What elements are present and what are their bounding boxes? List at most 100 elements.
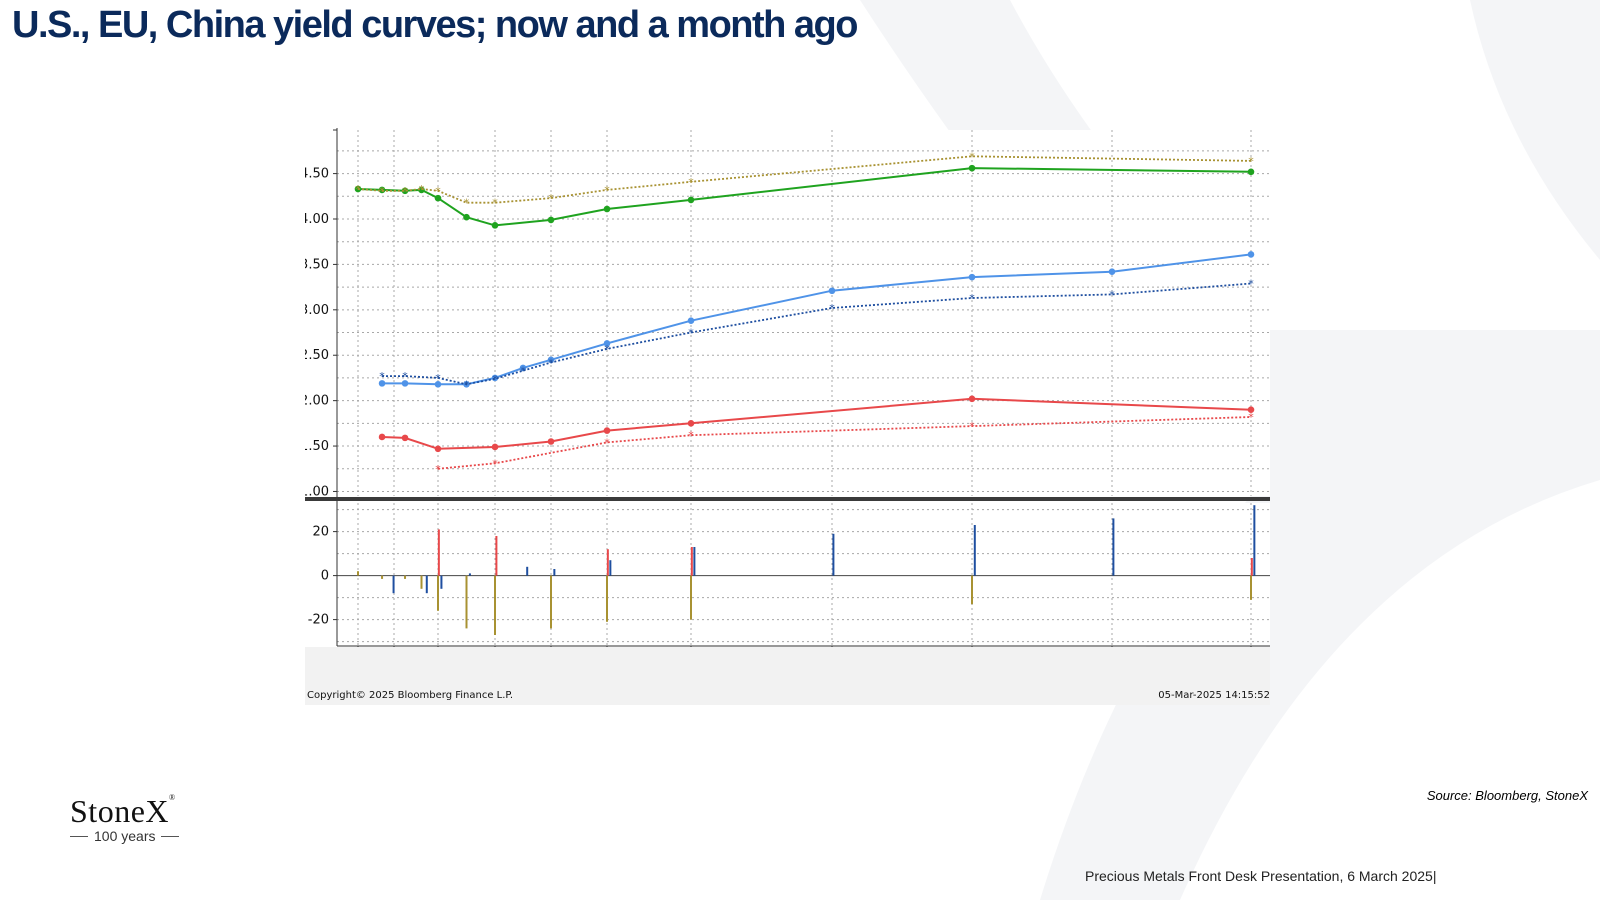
series-point: [434, 445, 442, 453]
series-point-star: *: [379, 370, 385, 383]
change-bar: [606, 575, 608, 622]
y-tick-label-lower: 0: [321, 569, 329, 584]
tagline-dash-left: [70, 835, 88, 837]
series-point-star: *: [1248, 155, 1254, 168]
change-bar: [609, 560, 612, 576]
series-point-star: *: [829, 302, 835, 315]
series-point-star: *: [688, 327, 694, 340]
series-point-star: *: [604, 436, 610, 449]
series-point: [687, 196, 695, 204]
y-tick-label-upper: 3.50: [305, 257, 329, 272]
change-bar: [440, 575, 443, 589]
panel-separator: [305, 497, 1270, 501]
slide-title: U.S., EU, China yield curves; now and a …: [12, 4, 858, 46]
series-point-star: *: [435, 463, 441, 476]
presentation-footer: Precious Metals Front Desk Presentation,…: [1085, 868, 1437, 884]
series-point-star: *: [969, 420, 975, 433]
series-point-star: *: [492, 457, 498, 470]
series-point: [968, 164, 976, 172]
logo-wordmark: StoneX®: [70, 793, 200, 830]
series-line-1: [357, 155, 1252, 204]
tagline-text: 100 years: [94, 828, 156, 844]
change-bar: [404, 575, 407, 579]
series-point-star: *: [379, 185, 385, 198]
series-point-star: *: [1109, 288, 1115, 301]
change-bar: [465, 575, 468, 629]
series-point-star: *: [520, 365, 526, 378]
series-line-0: [357, 167, 1252, 227]
change-bar: [606, 549, 609, 576]
change-bar: [1112, 518, 1115, 576]
change-bar: [357, 571, 359, 576]
series-point-star: *: [604, 343, 610, 356]
y-tick-label-upper: 2.00: [305, 394, 329, 409]
series-point: [603, 427, 611, 434]
series-line-3: [382, 282, 1252, 386]
series-line-5: [437, 416, 1252, 470]
series-point-star: *: [402, 185, 408, 198]
series-point: [1247, 406, 1255, 414]
series-point-star: *: [969, 292, 975, 305]
series-point: [547, 438, 555, 445]
y-tick-label-upper: 1.50: [305, 439, 329, 454]
series-point-star: *: [969, 150, 975, 163]
change-bar: [392, 575, 395, 594]
series-point: [1247, 168, 1255, 176]
change-bar: [1250, 558, 1253, 576]
series-point-star: *: [492, 373, 498, 386]
series-point: [378, 433, 386, 441]
change-bar: [690, 547, 693, 576]
series-point-star: *: [604, 184, 610, 197]
series-point: [491, 222, 499, 229]
y-tick-label-upper: 3.00: [305, 303, 329, 318]
tagline-dash-right: [161, 835, 180, 837]
y-tick-label-upper: 4.00: [305, 212, 329, 227]
series-point-star: *: [688, 429, 694, 442]
y-tick-label-upper: 2.50: [305, 348, 329, 363]
logo-tagline: 100 years: [70, 828, 200, 844]
change-bar: [550, 575, 552, 629]
stonex-logo: StoneX® 100 years: [70, 793, 200, 844]
chart-svg: 1.001.502.002.503.003.504.004.50200-201M…: [300, 128, 1270, 705]
change-bar: [495, 536, 498, 576]
series-point: [687, 317, 695, 325]
series-point: [603, 340, 611, 347]
change-bar: [973, 525, 976, 576]
series-point: [968, 273, 976, 281]
series-point: [378, 380, 386, 387]
y-tick-label-lower: -20: [308, 613, 329, 628]
change-bar: [971, 575, 973, 605]
series-point: [547, 356, 555, 364]
upper-panel-bg: [305, 130, 1270, 496]
change-bar: [690, 575, 692, 620]
series-point: [401, 380, 409, 387]
change-bar: [425, 575, 428, 594]
y-tick-label-upper: 1.00: [305, 484, 329, 499]
series-point: [463, 213, 470, 221]
series-point: [603, 205, 611, 213]
footer-strip: [305, 647, 1270, 705]
series-point: [401, 434, 409, 442]
series-point: [434, 380, 442, 388]
change-bar: [420, 575, 423, 589]
series-point: [687, 420, 695, 427]
series-point-star: *: [1248, 277, 1254, 290]
y-tick-label-upper: 4.50: [305, 167, 329, 182]
series-point-star: *: [419, 183, 425, 196]
series-point-star: *: [492, 197, 498, 210]
change-bar: [494, 575, 496, 635]
logo-name-text: StoneX: [70, 793, 169, 829]
change-bar: [1250, 575, 1252, 600]
change-bar: [526, 566, 529, 576]
change-bar: [437, 529, 440, 576]
lower-panel-bg: [305, 503, 1270, 646]
change-bar: [553, 569, 556, 576]
series-point-star: *: [464, 378, 470, 391]
series-point-star: *: [435, 185, 441, 198]
series-point: [1247, 251, 1255, 258]
series-point-star: *: [435, 372, 441, 385]
change-bar: [693, 547, 696, 576]
series-point-star: *: [548, 192, 554, 205]
series-point: [434, 194, 442, 202]
series-point-star: *: [402, 370, 408, 383]
